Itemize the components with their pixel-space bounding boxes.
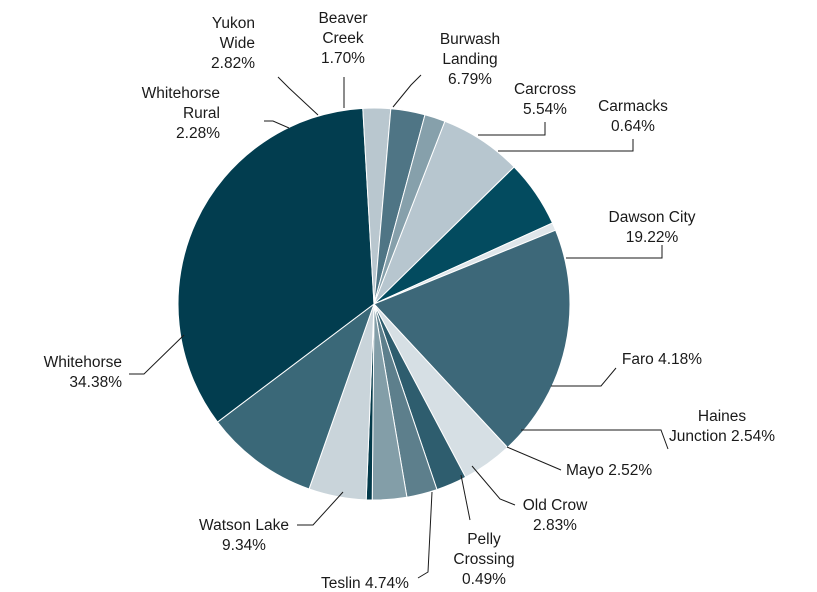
slice-label-yukon-wide: Yukon Wide 2.82%: [211, 15, 255, 72]
slice-label-line: 0.64%: [611, 118, 655, 135]
leader-line-carcross: [478, 122, 546, 136]
leader-line-mayo: [506, 446, 562, 471]
slice-label-burwash-landing: Burwash Landing 6.79%: [440, 31, 500, 88]
slice-label-line: Haines: [698, 408, 746, 425]
pie-slices: [177, 107, 571, 501]
slice-label-whitehorse: Whitehorse 34.38%: [44, 354, 123, 391]
slice-label-carcross: Carcross 5.54%: [514, 81, 576, 118]
slice-label-pelly-crossing: Pelly Crossing 0.49%: [453, 531, 514, 588]
slice-label-old-crow: Old Crow 2.83%: [523, 497, 588, 534]
slice-label-line: Rural: [183, 105, 220, 122]
slice-label-line: 1.70%: [321, 50, 365, 67]
slice-label-line: Carcross: [514, 81, 576, 98]
leader-line-teslin: [417, 491, 433, 579]
slice-label-mayo: Mayo 2.52%: [566, 462, 652, 479]
pie-slice-beaver-creek: [373, 114, 446, 305]
leader-line-whitehorse-rural: [264, 120, 290, 129]
slice-label-line: 5.54%: [523, 101, 567, 118]
slice-label-line: Yukon: [212, 15, 255, 32]
slice-label-line: Whitehorse: [44, 354, 122, 371]
leader-lines: [129, 74, 669, 579]
slice-label-line: Landing: [442, 51, 497, 68]
slice-label-beaver-creek: Beaver Creek 1.70%: [318, 10, 367, 67]
slice-label-line: Whitehorse: [142, 85, 220, 102]
slice-label-line: 2.83%: [533, 517, 577, 534]
slice-label-line: Teslin 4.74%: [321, 575, 409, 592]
leader-line-pelly-crossing: [460, 474, 471, 521]
slice-label-line: 0.49%: [462, 571, 506, 588]
slice-label-faro: Faro 4.18%: [622, 351, 702, 368]
slice-label-carmacks: Carmacks 0.64%: [598, 98, 668, 135]
slice-label-haines-junction: Haines Junction 2.54%: [669, 408, 775, 445]
slice-labels: Burwash Landing 6.79% Carcross 5.54% Carmacks…: [44, 10, 776, 592]
slice-label-line: Dawson City: [609, 209, 696, 226]
slice-label-dawson-city: Dawson City 19.22%: [609, 209, 696, 246]
slice-label-line: Beaver: [318, 10, 367, 27]
slice-label-watson-lake: Watson Lake 9.34%: [199, 517, 289, 554]
slice-label-line: Wide: [220, 35, 255, 52]
slice-label-line: 19.22%: [626, 229, 679, 246]
slice-label-line: Faro 4.18%: [622, 351, 702, 368]
slice-label-line: Old Crow: [523, 497, 588, 514]
pie-slice-whitehorse: [177, 107, 375, 423]
slice-label-line: 34.38%: [69, 374, 122, 391]
slice-label-line: Carmacks: [598, 98, 668, 115]
leader-line-whitehorse: [129, 334, 185, 375]
leader-line-watson-lake: [297, 491, 344, 526]
leader-line-yukon-wide: [277, 76, 319, 116]
slice-label-line: Pelly: [467, 531, 501, 548]
slice-label-line: Mayo 2.52%: [566, 462, 652, 479]
pie-slice-watson-lake: [216, 302, 376, 490]
slice-label-line: Crossing: [453, 551, 514, 568]
slice-label-line: Burwash: [440, 31, 500, 48]
leader-line-faro: [551, 367, 617, 387]
slice-label-line: Creek: [322, 30, 364, 47]
leader-line-dawson-city: [566, 245, 663, 259]
leader-line-old-crow: [471, 465, 516, 506]
leader-line-haines-junction: [521, 429, 669, 450]
slice-label-line: 2.82%: [211, 55, 255, 72]
leader-line-burwash-landing: [392, 74, 422, 108]
slice-label-whitehorse-rural: Whitehorse Rural 2.28%: [142, 85, 221, 142]
slice-label-line: 9.34%: [222, 537, 266, 554]
slice-label-line: 6.79%: [448, 71, 492, 88]
slice-label-line: Watson Lake: [199, 517, 289, 534]
leader-line-carmacks: [498, 139, 634, 152]
slice-label-line: 2.28%: [176, 125, 220, 142]
slice-label-teslin: Teslin 4.74%: [321, 575, 409, 592]
slice-label-line: Junction 2.54%: [669, 428, 775, 445]
